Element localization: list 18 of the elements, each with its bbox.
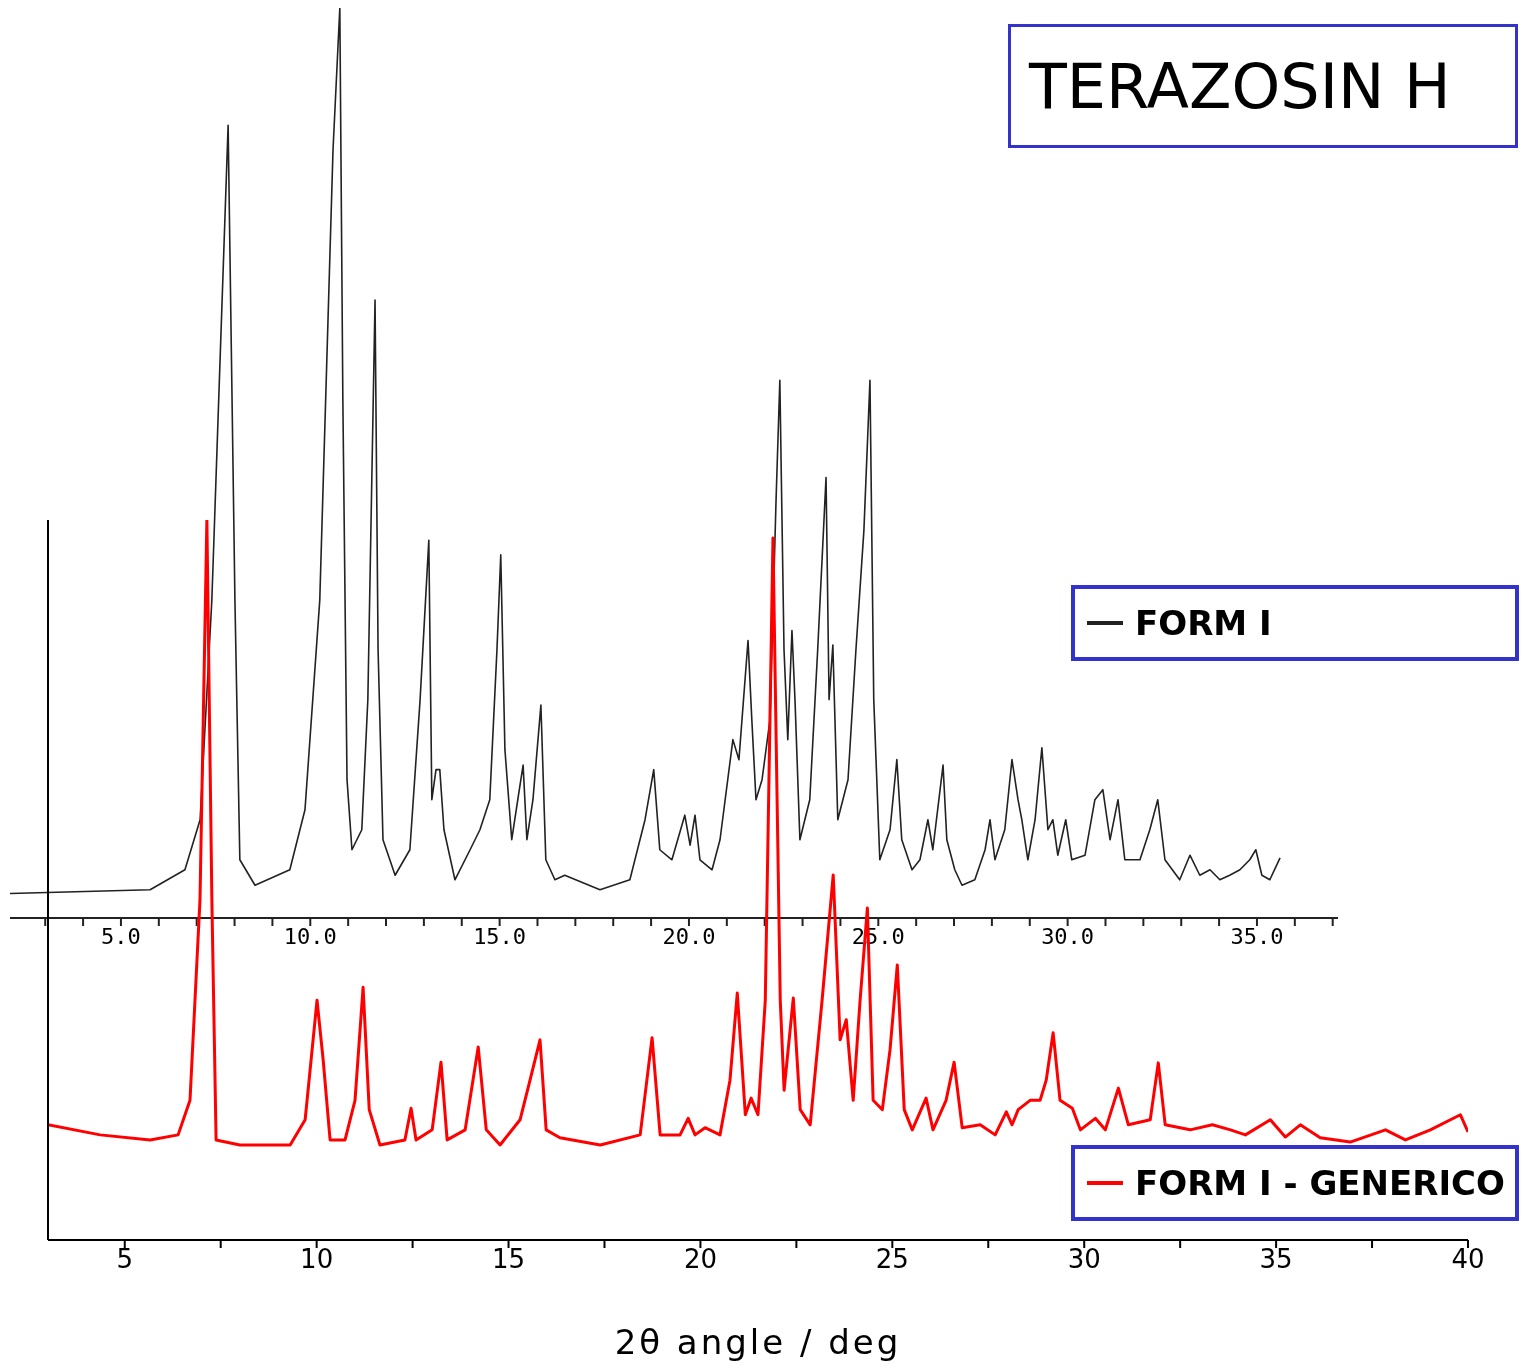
x-tick-label: 25 <box>875 1244 909 1275</box>
x-tick-label: 40 <box>1451 1244 1485 1275</box>
x-tick-label: 10.0 <box>283 923 337 949</box>
x-tick-label: 30.0 <box>1041 923 1095 949</box>
text: TERAZOSIN H <box>1008 24 1518 148</box>
x-tick-label: 30 <box>1067 1244 1101 1275</box>
x-tick-label: 5 <box>116 1244 134 1275</box>
x-tick-label: 5.0 <box>101 923 141 949</box>
legend-label: FORM I - GENERICO <box>1135 1163 1505 1203</box>
x-tick-label: 35.0 <box>1230 923 1284 949</box>
x-tick-label: 15.0 <box>473 923 527 949</box>
x-tick-label: 20 <box>683 1244 717 1275</box>
x-axis-title: 2θ angle / deg <box>614 1322 902 1362</box>
legend-label: FORM I <box>1135 603 1272 643</box>
x-tick-label: 20.0 <box>662 923 716 949</box>
x-tick-label: 10 <box>300 1244 334 1275</box>
x-tick-label: 15 <box>491 1244 526 1275</box>
x-tick-label: 35 <box>1259 1244 1293 1275</box>
